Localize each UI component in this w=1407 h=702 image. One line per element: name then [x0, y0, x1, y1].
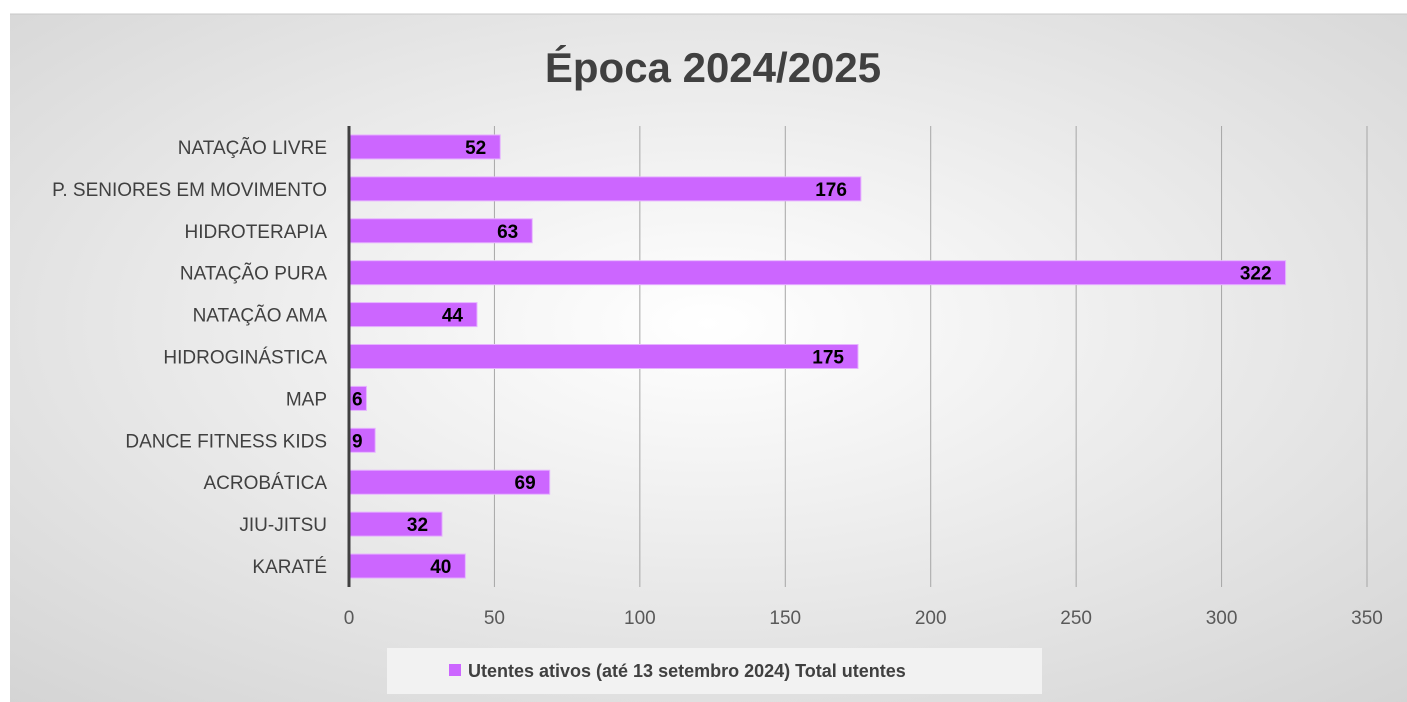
bar: [348, 302, 478, 328]
x-tick-label: 200: [915, 608, 947, 629]
x-tick-label: 150: [769, 608, 801, 629]
x-tick-label: 100: [624, 608, 656, 629]
data-label: 44: [442, 306, 464, 327]
category-label: NATAÇÃO AMA: [193, 305, 328, 327]
data-label: 69: [515, 473, 536, 494]
data-label: 32: [407, 515, 428, 536]
category-label: HIDROGINÁSTICA: [163, 348, 327, 369]
legend-swatch: [449, 664, 461, 676]
data-label: 175: [812, 348, 844, 369]
x-tick-label: 350: [1351, 608, 1383, 629]
category-label: P. SENIORES EM MOVIMENTO: [52, 180, 327, 201]
category-label: KARATÉ: [252, 557, 327, 578]
x-tick-labels: 0 50 100 150 200 250 300 350: [344, 608, 1383, 629]
bar: [348, 134, 501, 160]
category-labels: NATAÇÃO LIVRE P. SENIORES EM MOVIMENTO HID…: [52, 137, 327, 578]
bar: [348, 344, 859, 369]
x-tick-label: 0: [344, 608, 355, 629]
data-label: 52: [465, 138, 486, 159]
category-label: NATAÇÃO PURA: [180, 263, 327, 285]
category-label: JIU-JITSU: [239, 515, 327, 536]
bar: [348, 511, 443, 537]
data-label: 63: [497, 222, 518, 243]
bar: [348, 260, 1287, 286]
category-label: HIDROTERAPIA: [184, 222, 327, 243]
category-label: ACROBÁTICA: [203, 473, 327, 494]
x-tick-label: 250: [1060, 608, 1092, 629]
category-label: NATAÇÃO LIVRE: [178, 137, 327, 159]
data-label: 176: [815, 180, 847, 201]
data-label: 40: [430, 557, 451, 578]
chart-title: Época 2024/2025: [545, 44, 881, 91]
x-tick-label: 50: [484, 608, 505, 629]
data-label: 322: [1240, 264, 1272, 285]
legend-box: [387, 648, 1042, 694]
x-tick-label: 300: [1206, 608, 1238, 629]
data-label: 6: [352, 389, 363, 410]
category-label: MAP: [286, 389, 327, 410]
legend-label: Utentes ativos (até 13 setembro 2024) To…: [468, 661, 906, 681]
data-label: 9: [352, 431, 363, 452]
bar: [348, 176, 862, 202]
category-label: DANCE FITNESS KIDS: [125, 431, 327, 452]
